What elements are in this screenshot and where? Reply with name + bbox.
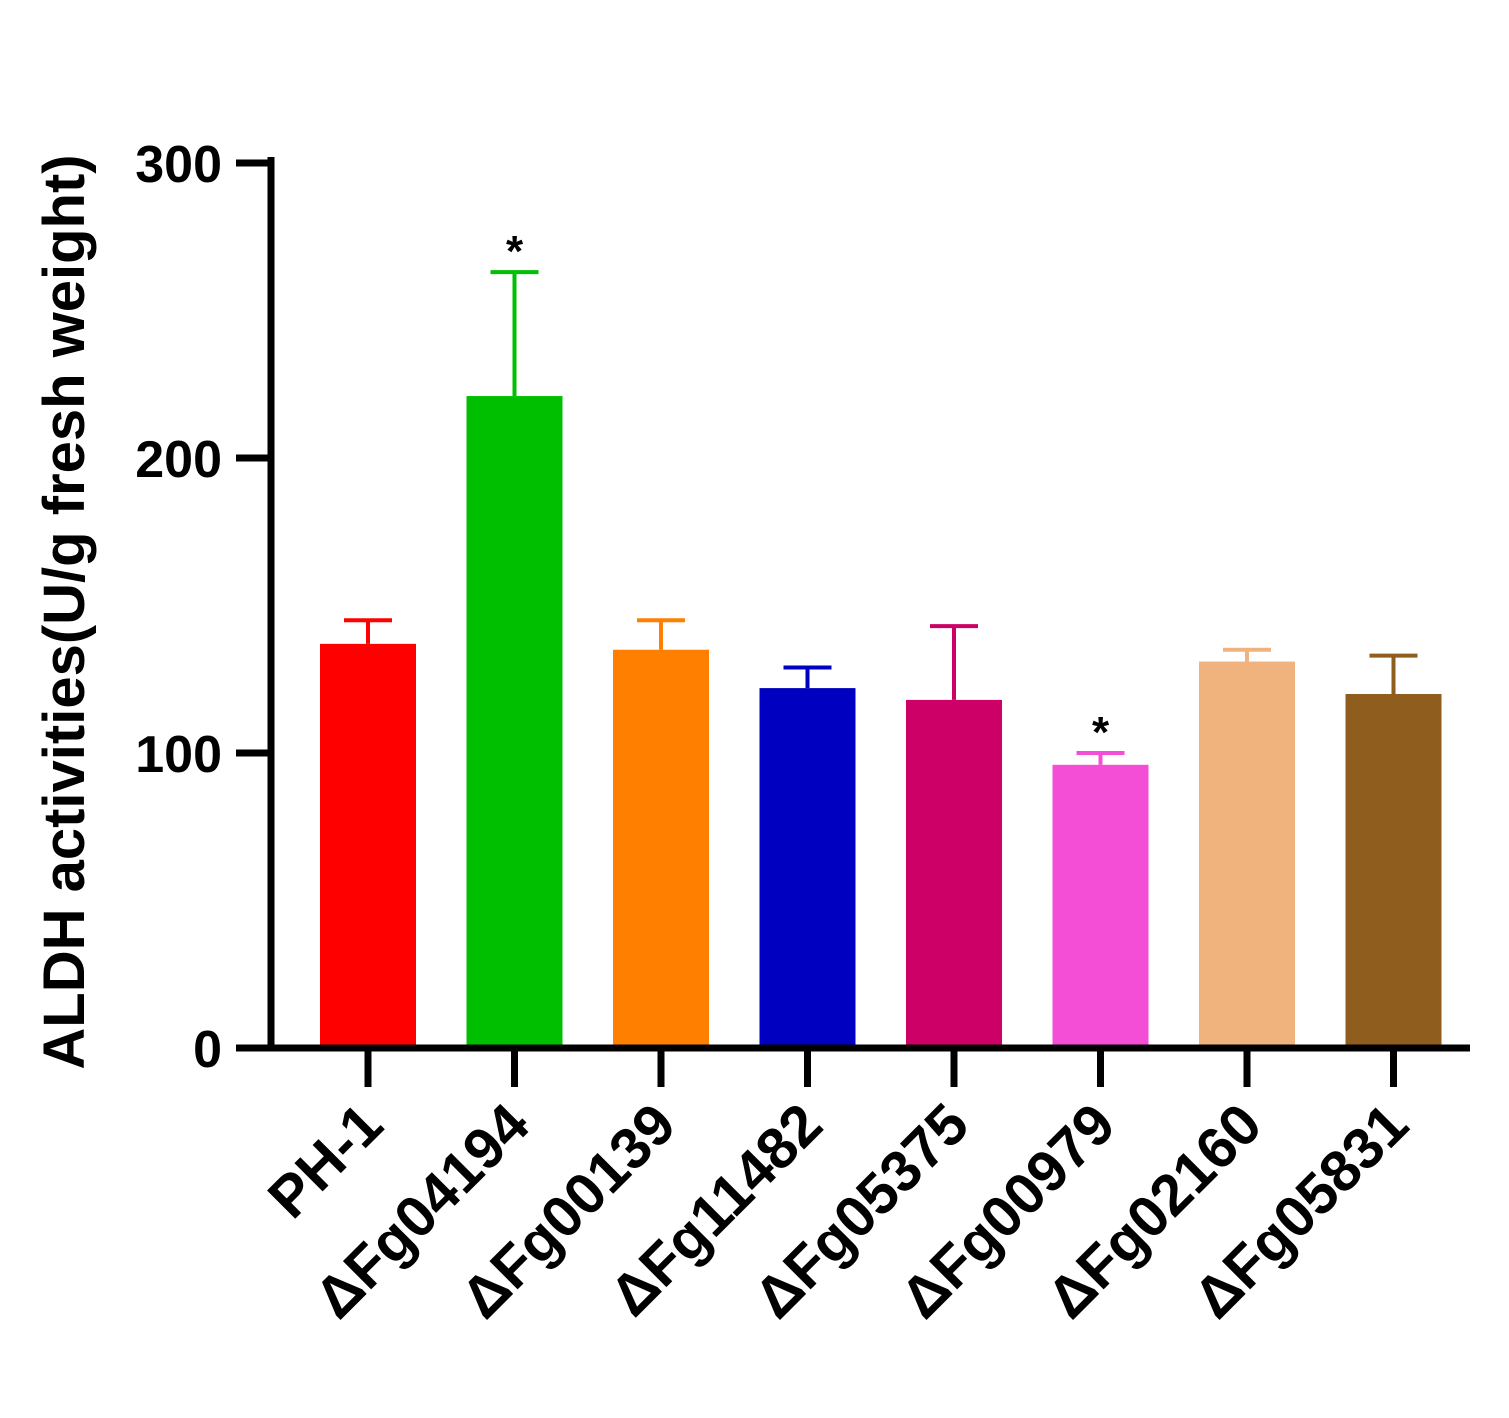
axes <box>267 157 1470 1052</box>
significance-marks: ** <box>506 227 1110 757</box>
x-tick-label: PH-1 <box>256 1091 395 1230</box>
y-axis-label: ALDH activities(U/g fresh weight) <box>32 154 97 1069</box>
significance-mark: * <box>506 227 524 276</box>
y-tick-label: 300 <box>135 136 222 194</box>
bar <box>466 396 563 1048</box>
bar <box>1199 661 1295 1048</box>
y-tick-label: 200 <box>135 431 222 489</box>
bar <box>320 643 416 1048</box>
bar <box>613 649 709 1048</box>
y-tick-label: 0 <box>193 1021 222 1079</box>
bar <box>759 688 856 1048</box>
y-ticks: 0 100 200 300 <box>135 136 271 1079</box>
bars <box>320 396 1442 1048</box>
y-tick-label: 100 <box>135 726 222 784</box>
bar <box>1052 764 1149 1048</box>
x-ticks: PH-1ΔFg04194ΔFg00139ΔFg11482ΔFg05375ΔFg0… <box>256 1048 1421 1331</box>
bar <box>1345 694 1442 1048</box>
error-bars <box>344 270 1418 765</box>
bar <box>906 699 1002 1048</box>
significance-mark: * <box>1092 708 1110 757</box>
